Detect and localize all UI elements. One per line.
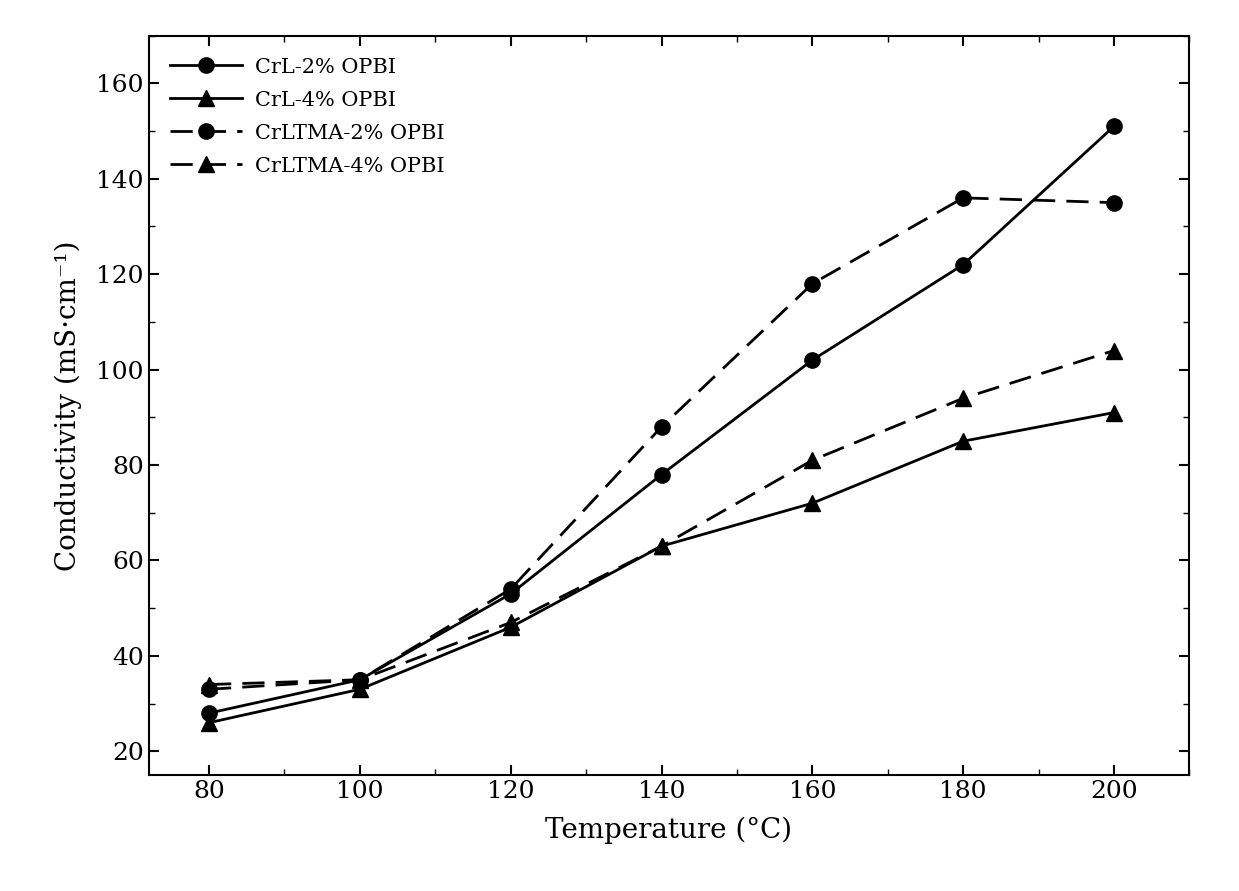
CrLTMA-4% OPBI: [955, 393, 970, 404]
Legend: CrL-2% OPBI, CrL-4% OPBI, CrLTMA-2% OPBI, CrLTMA-4% OPBI: CrL-2% OPBI, CrL-4% OPBI, CrLTMA-2% OPBI…: [159, 46, 455, 186]
CrLTMA-4% OPBI: [654, 541, 669, 552]
CrLTMA-4% OPBI: [805, 455, 820, 466]
CrL-2% OPBI: [352, 674, 367, 685]
CrLTMA-4% OPBI: [202, 679, 217, 690]
CrL-4% OPBI: [503, 622, 518, 633]
CrLTMA-2% OPBI: [1106, 197, 1121, 208]
CrL-2% OPBI: [654, 470, 669, 480]
CrL-4% OPBI: [202, 717, 217, 728]
X-axis label: Temperature (°C): Temperature (°C): [545, 817, 793, 845]
CrLTMA-2% OPBI: [352, 674, 367, 685]
CrLTMA-2% OPBI: [503, 584, 518, 594]
CrL-2% OPBI: [1106, 121, 1121, 132]
CrL-4% OPBI: [1106, 407, 1121, 418]
CrL-2% OPBI: [955, 259, 970, 270]
CrL-2% OPBI: [503, 589, 518, 600]
CrL-4% OPBI: [654, 541, 669, 552]
CrLTMA-2% OPBI: [805, 278, 820, 289]
CrLTMA-2% OPBI: [955, 192, 970, 203]
Y-axis label: Conductivity (mS·cm⁻¹): Conductivity (mS·cm⁻¹): [55, 241, 83, 570]
CrLTMA-2% OPBI: [202, 684, 217, 695]
CrLTMA-2% OPBI: [654, 421, 669, 432]
CrL-2% OPBI: [202, 707, 217, 718]
CrLTMA-4% OPBI: [1106, 345, 1121, 356]
CrL-2% OPBI: [805, 355, 820, 365]
CrL-4% OPBI: [955, 436, 970, 446]
CrLTMA-4% OPBI: [503, 617, 518, 628]
Line: CrLTMA-4% OPBI: CrLTMA-4% OPBI: [202, 343, 1121, 692]
CrL-4% OPBI: [352, 684, 367, 695]
CrL-4% OPBI: [805, 498, 820, 509]
Line: CrL-4% OPBI: CrL-4% OPBI: [202, 405, 1121, 731]
Line: CrLTMA-2% OPBI: CrLTMA-2% OPBI: [202, 190, 1121, 697]
CrLTMA-4% OPBI: [352, 674, 367, 685]
Line: CrL-2% OPBI: CrL-2% OPBI: [202, 119, 1121, 721]
